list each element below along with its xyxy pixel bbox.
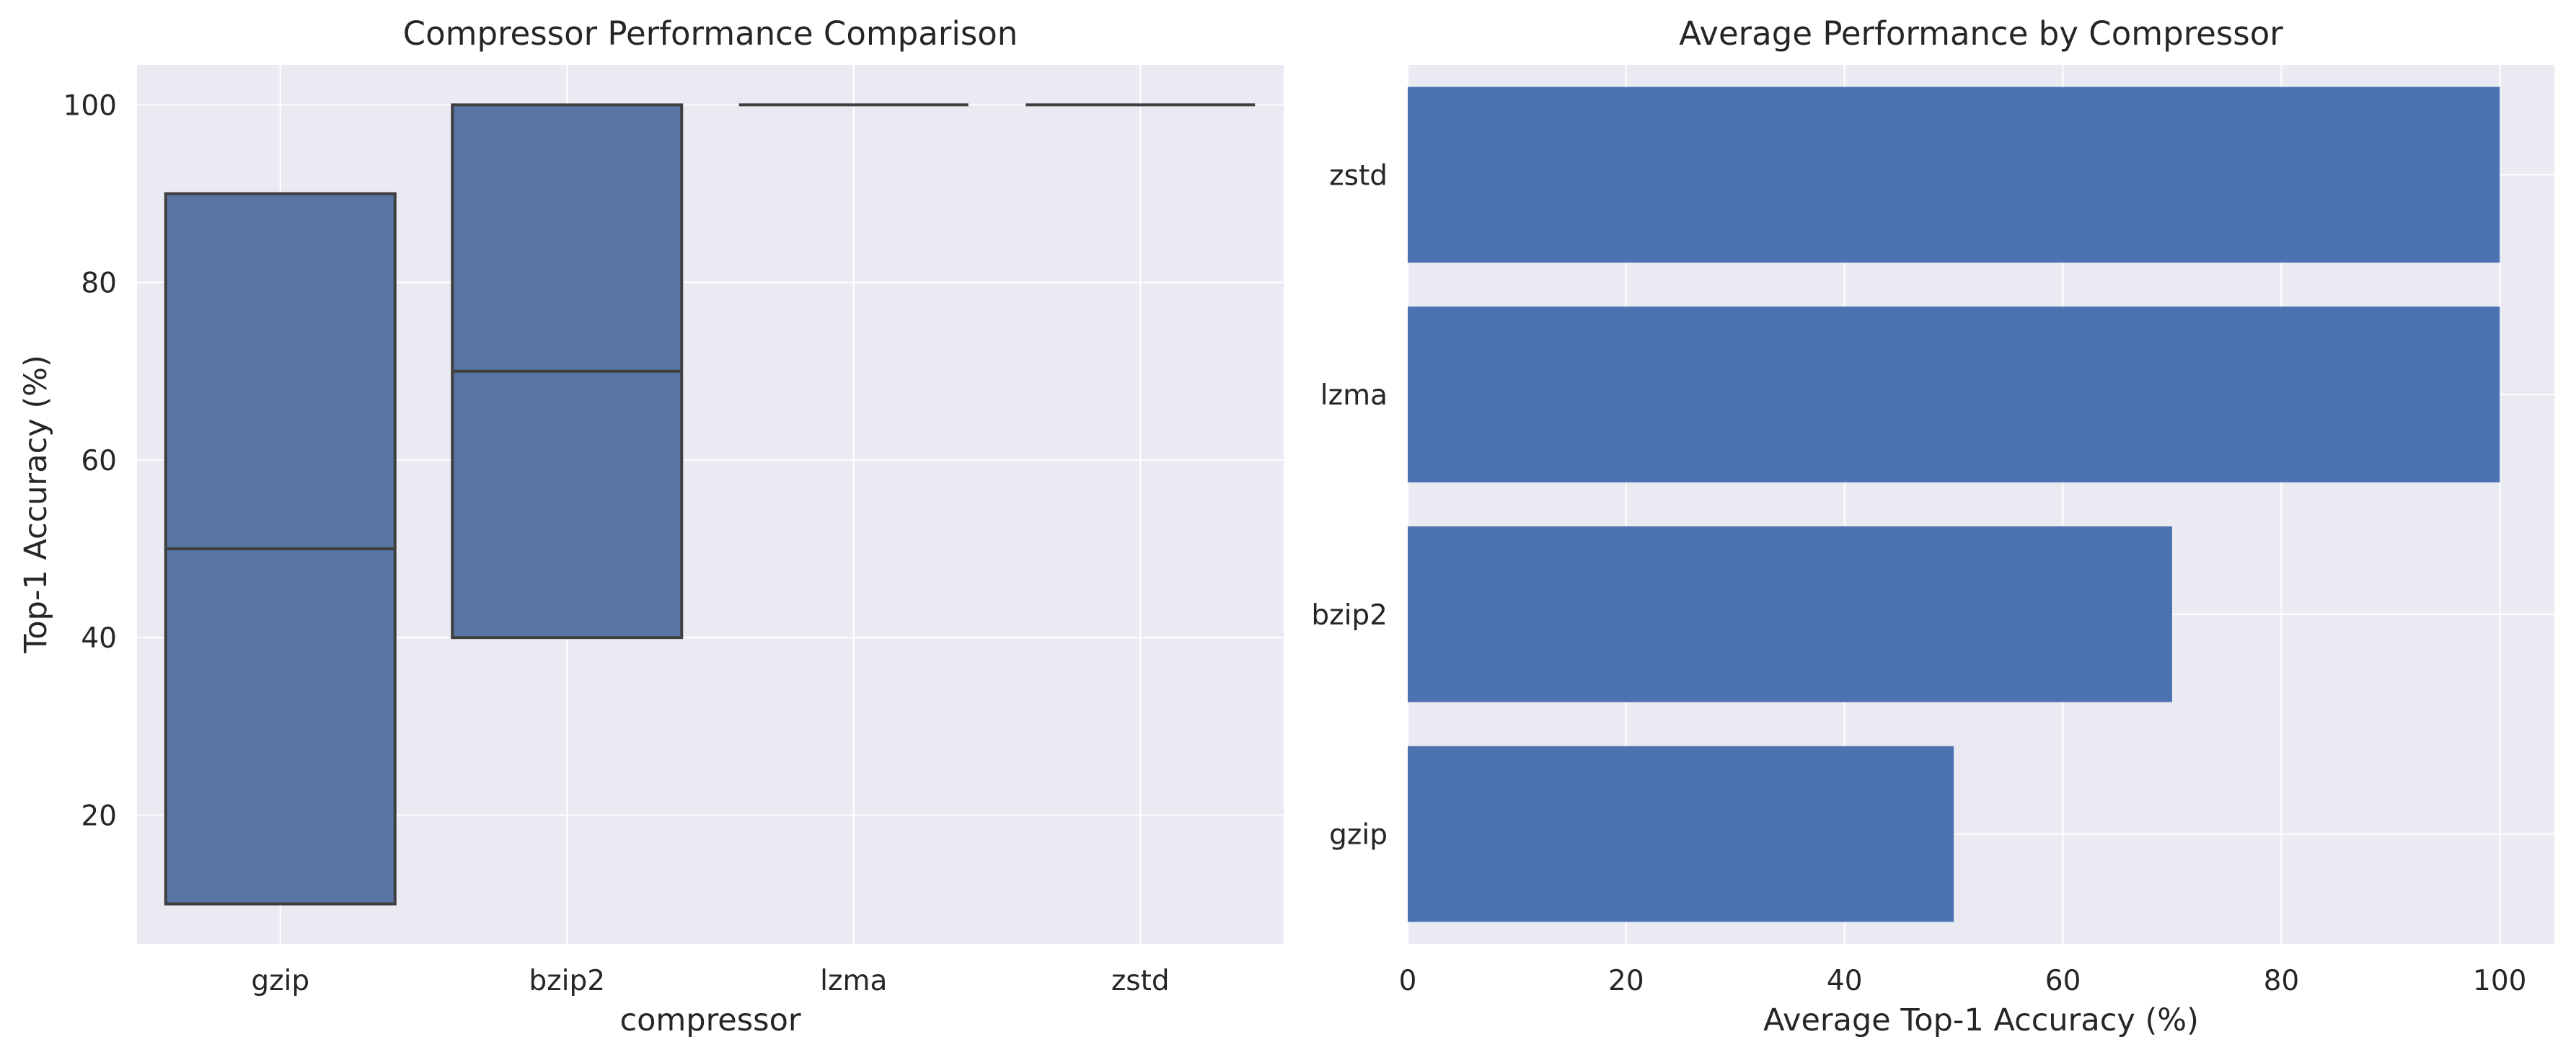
left-x-tick-label: bzip2 (529, 965, 605, 997)
right-panel: 0 20 40 60 80 100 gzip bzip2 lzma zstd Average Pe… (1311, 14, 2554, 1038)
right-bars (1408, 87, 2500, 922)
right-x-axis-label: Average Top-1 Accuracy (%) (1763, 1002, 2199, 1038)
left-y-tick-label: 80 (81, 268, 117, 300)
box-bzip2 (451, 103, 684, 640)
right-x-tick-label: 40 (1827, 965, 1863, 997)
left-y-tick-label: 60 (81, 445, 117, 477)
right-x-tick-label: 0 (1399, 965, 1417, 997)
bar-lzma (1408, 306, 2500, 483)
right-y-tick-label: zstd (1329, 159, 1388, 192)
left-chart-title: Compressor Performance Comparison (403, 14, 1018, 53)
left-x-axis-label: compressor (619, 1002, 800, 1038)
left-boxes (164, 103, 1256, 906)
left-panel: 20 40 60 80 100 gzip bzip2 lzma zstd Compressor … (18, 14, 1284, 1038)
left-y-tick-label: 40 (81, 622, 117, 655)
box-gzip (164, 192, 397, 906)
left-y-tick-label: 100 (63, 89, 117, 122)
left-ticks: 20 40 60 80 100 gzip bzip2 lzma zstd (63, 89, 1170, 997)
right-y-tick-label: gzip (1329, 819, 1388, 852)
left-y-axis-label: Top-1 Accuracy (%) (18, 355, 54, 654)
right-x-tick-label: 20 (1608, 965, 1644, 997)
right-chart-title: Average Performance by Compressor (1679, 14, 2283, 53)
left-x-tick-label: lzma (820, 965, 887, 997)
right-y-tick-label: bzip2 (1311, 599, 1388, 632)
right-x-tick-label: 100 (2473, 965, 2526, 997)
left-x-tick-label: gzip (251, 965, 309, 997)
bar-bzip2 (1408, 526, 2172, 702)
left-y-tick-label: 20 (81, 800, 117, 832)
bar-gzip (1408, 746, 1954, 922)
left-x-tick-label: zstd (1111, 965, 1170, 997)
bar-zstd (1408, 87, 2500, 263)
right-x-tick-label: 80 (2264, 965, 2300, 997)
right-y-tick-label: lzma (1320, 379, 1388, 412)
right-x-tick-label: 60 (2045, 965, 2081, 997)
right-ticks: 0 20 40 60 80 100 gzip bzip2 lzma zstd (1311, 159, 2526, 997)
